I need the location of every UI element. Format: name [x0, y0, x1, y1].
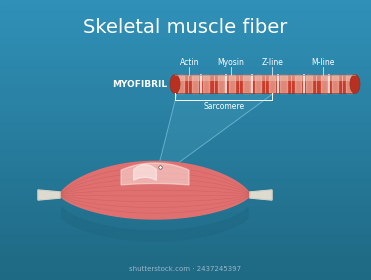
Bar — [0, 112, 371, 119]
Polygon shape — [60, 161, 250, 219]
Bar — [0, 157, 371, 164]
Bar — [0, 274, 371, 280]
Bar — [0, 90, 371, 96]
Polygon shape — [295, 75, 301, 93]
Bar — [0, 190, 371, 197]
Bar — [0, 106, 371, 113]
Bar — [0, 207, 371, 214]
Polygon shape — [121, 163, 189, 185]
Bar — [0, 56, 371, 63]
Polygon shape — [269, 75, 275, 93]
Bar — [0, 241, 371, 248]
Polygon shape — [192, 75, 198, 93]
Bar — [0, 246, 371, 253]
Bar — [0, 95, 371, 102]
Polygon shape — [306, 75, 312, 93]
Bar — [0, 6, 371, 12]
Bar — [0, 174, 371, 180]
Bar — [0, 269, 371, 276]
Polygon shape — [346, 75, 352, 93]
Bar — [0, 62, 371, 68]
Bar — [175, 75, 355, 93]
Bar — [0, 22, 371, 29]
Bar — [0, 151, 371, 158]
Ellipse shape — [170, 74, 180, 94]
Text: Myosin: Myosin — [217, 58, 244, 67]
Bar — [0, 101, 371, 108]
Bar — [0, 84, 371, 91]
Bar — [0, 0, 371, 7]
Bar — [0, 28, 371, 35]
Bar — [0, 67, 371, 74]
Polygon shape — [280, 75, 287, 93]
Bar — [0, 134, 371, 141]
Bar — [0, 34, 371, 40]
Text: Skeletal muscle fiber: Skeletal muscle fiber — [83, 18, 287, 37]
Bar — [0, 218, 371, 225]
Polygon shape — [321, 75, 327, 93]
Polygon shape — [229, 75, 235, 93]
Bar — [0, 11, 371, 18]
Bar — [0, 235, 371, 242]
Polygon shape — [255, 75, 261, 93]
Polygon shape — [62, 207, 248, 241]
Bar — [0, 73, 371, 80]
Bar — [0, 45, 371, 52]
Ellipse shape — [350, 74, 360, 94]
Text: Actin: Actin — [180, 58, 199, 67]
Bar — [0, 140, 371, 147]
Polygon shape — [134, 165, 157, 180]
Bar — [0, 17, 371, 24]
Bar — [0, 78, 371, 85]
Bar — [0, 129, 371, 136]
Bar — [0, 185, 371, 192]
Polygon shape — [250, 190, 272, 200]
Polygon shape — [243, 75, 250, 93]
Bar — [0, 146, 371, 152]
Text: Sarcomere: Sarcomere — [203, 102, 244, 111]
Polygon shape — [38, 190, 60, 200]
Bar — [0, 196, 371, 203]
Bar — [0, 224, 371, 231]
Bar — [0, 118, 371, 124]
Text: Z-line: Z-line — [261, 58, 283, 67]
Polygon shape — [155, 93, 274, 180]
Bar — [175, 75, 355, 81]
Bar — [0, 39, 371, 46]
Polygon shape — [332, 75, 338, 93]
Bar — [0, 123, 371, 130]
Text: shutterstock.com · 2437245397: shutterstock.com · 2437245397 — [129, 266, 241, 272]
Bar — [0, 258, 371, 264]
Bar — [0, 263, 371, 270]
Text: M-line: M-line — [311, 58, 334, 67]
Bar — [0, 168, 371, 175]
Bar — [0, 50, 371, 57]
Text: MYOFIBRIL: MYOFIBRIL — [112, 80, 167, 88]
Polygon shape — [203, 75, 210, 93]
Polygon shape — [178, 75, 184, 93]
Bar — [0, 252, 371, 259]
Bar — [0, 213, 371, 220]
Bar — [0, 162, 371, 169]
Polygon shape — [218, 75, 224, 93]
Bar — [0, 230, 371, 236]
Bar — [0, 179, 371, 186]
Bar — [0, 202, 371, 208]
